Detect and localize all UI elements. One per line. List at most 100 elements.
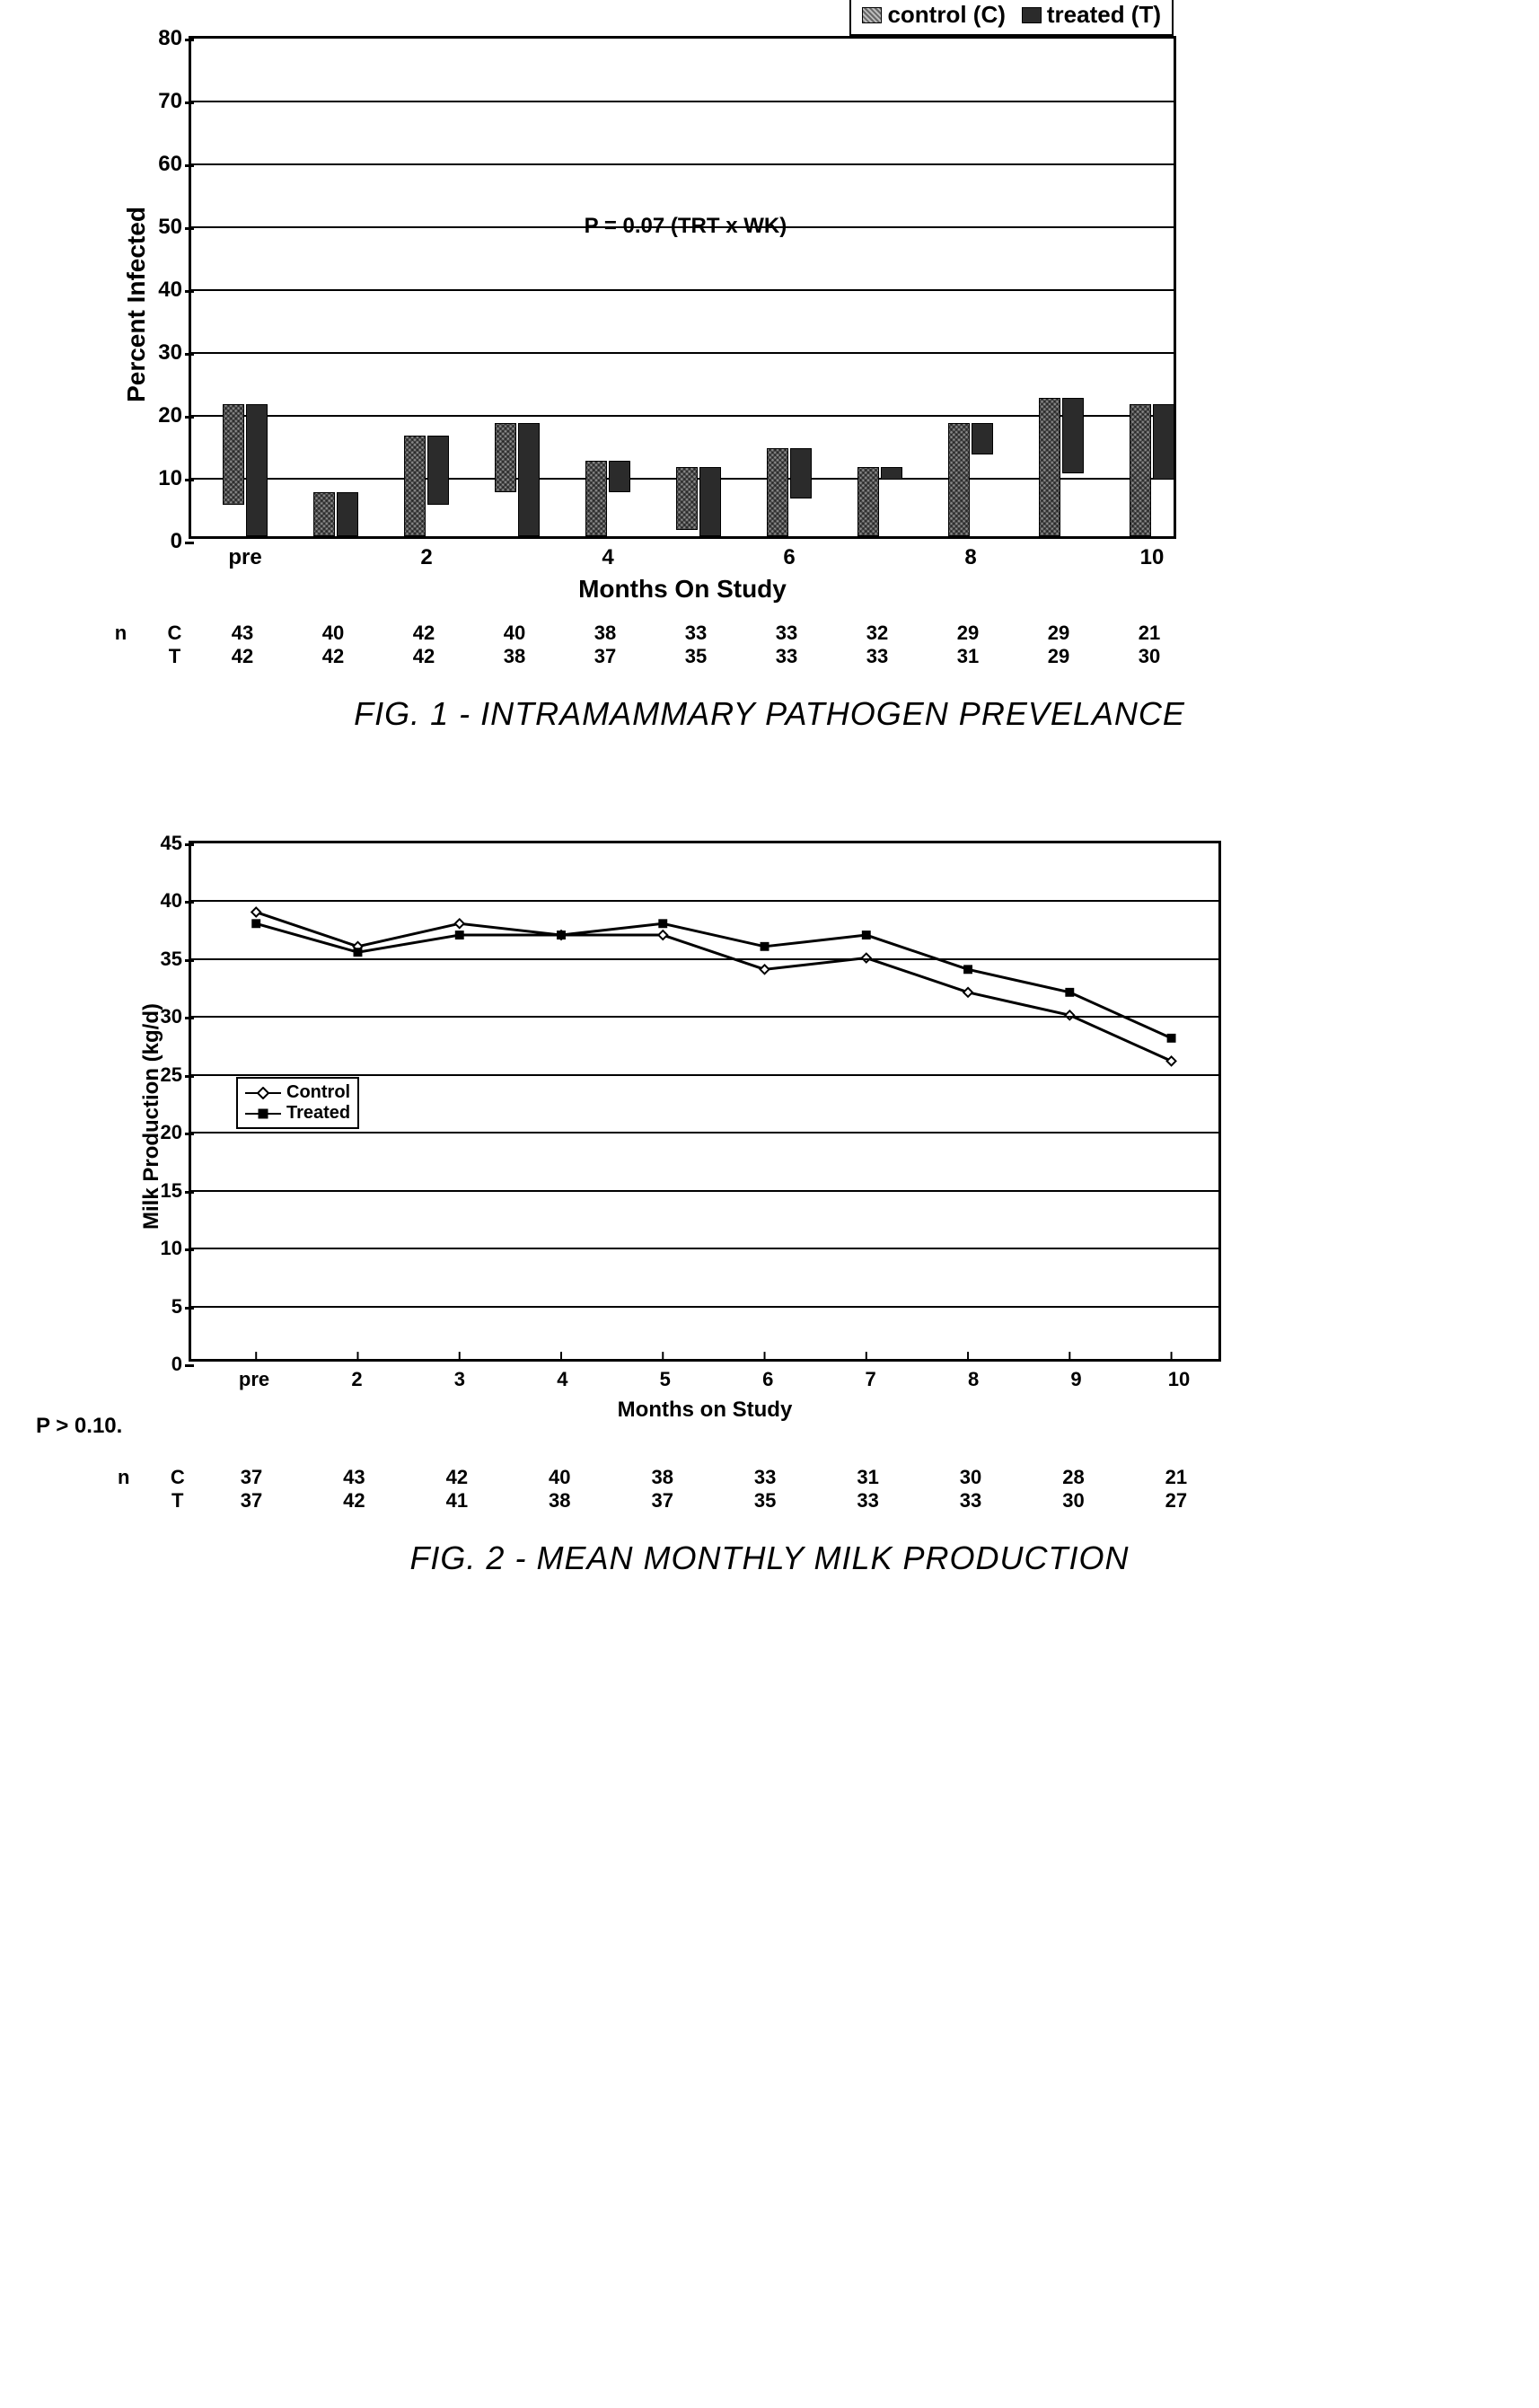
fig2-n-cell: T <box>155 1489 200 1513</box>
fig1-xtick-label: 6 <box>783 536 795 570</box>
fig1-bar-treated <box>337 492 358 536</box>
fig2-xtick-label: 8 <box>968 1359 979 1391</box>
fig2-ytick: 45 <box>161 832 191 855</box>
fig1-bar-treated <box>1153 404 1174 480</box>
fig2-n-cell: 37 <box>200 1466 303 1489</box>
fig2-n-cell: 27 <box>1125 1489 1227 1513</box>
fig2-ytick: 0 <box>171 1353 191 1376</box>
fig2-n-cell: 42 <box>406 1466 508 1489</box>
fig1-n-cell: 29 <box>1014 622 1104 645</box>
fig1-legend-label-treated: treated (T) <box>1047 1 1161 29</box>
fig1-bar-control <box>495 423 516 492</box>
fig2-xtick-label: 5 <box>660 1359 671 1391</box>
fig2-n-cell: 43 <box>303 1466 405 1489</box>
figure-1: Percent Infected control (C) treated (T) <box>27 36 1512 733</box>
fig1-ytick: 80 <box>158 26 191 51</box>
fig1-n-cell: 35 <box>651 645 742 668</box>
fig1-n-cell: 33 <box>742 622 832 645</box>
fig1-caption: FIG. 1 - INTRAMAMMARY PATHOGEN PREVELANC… <box>27 695 1512 733</box>
fig2-n-table: nC37434240383331302821T37424138373533333… <box>92 1466 1512 1513</box>
fig1-bar-treated <box>1062 398 1084 473</box>
fig1-n-cell: 42 <box>198 645 288 668</box>
fig1-ytick: 20 <box>158 403 191 428</box>
fig2-n-cell: 37 <box>200 1489 303 1513</box>
fig1-n-cell: C <box>153 622 198 645</box>
fig2-ytick: 5 <box>171 1295 191 1319</box>
fig1-n-cell: 38 <box>560 622 651 645</box>
fig2-ytick: 25 <box>161 1063 191 1087</box>
fig2-n-cell: 31 <box>816 1466 919 1489</box>
fig2-legend-label-treated: Treated <box>286 1103 350 1124</box>
fig2-xtick-label: 3 <box>454 1359 465 1391</box>
fig2-n-cell: n <box>92 1466 155 1489</box>
fig1-xtick-label: 10 <box>1140 536 1165 570</box>
fig2-caption: FIG. 2 - MEAN MONTHLY MILK PRODUCTION <box>27 1539 1512 1577</box>
fig1-n-table: nC4340424038333332292921T424242383735333… <box>90 622 1513 668</box>
fig1-bar-treated <box>881 467 902 480</box>
fig2-ytick: 15 <box>161 1179 191 1203</box>
fig1-bar-treated <box>790 448 812 498</box>
fig1-n-cell: 32 <box>832 622 923 645</box>
fig2-legend-item-treated: Treated <box>245 1103 350 1124</box>
fig1-bar-treated <box>427 436 449 505</box>
fig1-legend-label-control: control (C) <box>887 1 1005 29</box>
fig1-ytick: 40 <box>158 278 191 303</box>
fig2-xtick-label: 6 <box>762 1359 773 1391</box>
fig2-ytick: 30 <box>161 1005 191 1028</box>
fig1-n-cell: 29 <box>1014 645 1104 668</box>
fig2-n-cell <box>92 1489 155 1513</box>
fig1-n-cell: 31 <box>923 645 1014 668</box>
fig1-bar-control <box>948 423 970 536</box>
fig2-ytick: 35 <box>161 948 191 971</box>
fig1-gridline <box>191 289 1174 291</box>
fig2-xtick-label: 4 <box>557 1359 567 1391</box>
fig1-n-cell: 43 <box>198 622 288 645</box>
fig1-legend: control (C) treated (T) <box>849 0 1174 36</box>
fig1-legend-item-treated: treated (T) <box>1022 1 1161 29</box>
fig1-gridline <box>191 352 1174 354</box>
fig2-gridline <box>191 1132 1218 1133</box>
fig2-n-cell: 38 <box>508 1489 611 1513</box>
fig2-legend-item-control: Control <box>245 1082 350 1103</box>
fig1-n-cell: 33 <box>742 645 832 668</box>
fig2-gridline <box>191 958 1218 960</box>
fig1-n-cell: 42 <box>288 645 379 668</box>
fig1-bar-control <box>313 492 335 536</box>
fig1-n-cell: 30 <box>1104 645 1195 668</box>
fig1-bar-treated <box>699 467 721 536</box>
fig2-ytick: 40 <box>161 889 191 913</box>
fig1-bar-control <box>223 404 244 505</box>
fig2-n-cell: 40 <box>508 1466 611 1489</box>
fig2-n-cell: 38 <box>611 1466 714 1489</box>
fig2-chart: Milk Production (kg/d) Control Treated 0… <box>189 841 1221 1362</box>
fig1-ytick: 60 <box>158 152 191 177</box>
fig1-gridline <box>191 163 1174 165</box>
fig2-n-cell: 35 <box>714 1489 816 1513</box>
fig2-n-cell: 37 <box>611 1489 714 1513</box>
fig2-n-cell: 33 <box>919 1489 1022 1513</box>
fig1-bar-group <box>495 423 540 536</box>
fig2-xtick-label: 10 <box>1168 1359 1190 1391</box>
fig1-n-cell: 33 <box>832 645 923 668</box>
fig1-gridline <box>191 101 1174 102</box>
fig1-bar-group <box>313 492 358 536</box>
fig1-y-axis-label: Percent Infected <box>122 207 151 402</box>
fig1-ytick: 70 <box>158 89 191 114</box>
fig1-bar-control <box>1039 398 1060 536</box>
fig1-bar-group <box>1130 404 1174 536</box>
fig1-p-value-annotation: P = 0.07 (TRT x WK) <box>585 214 787 239</box>
crosshatch-swatch-icon <box>862 7 882 23</box>
fig1-bar-group <box>404 436 449 536</box>
fig2-ytick: 20 <box>161 1121 191 1144</box>
fig1-xtick-label: 2 <box>420 536 432 570</box>
fig1-n-cell: 29 <box>923 622 1014 645</box>
fig1-bar-treated <box>518 423 540 536</box>
fig2-legend: Control Treated <box>236 1077 359 1129</box>
diamond-marker-icon <box>245 1087 281 1099</box>
fig1-n-cell: 37 <box>560 645 651 668</box>
fig1-n-cell: 40 <box>288 622 379 645</box>
fig1-n-cell: 33 <box>651 622 742 645</box>
fig1-plot-area <box>191 39 1174 536</box>
fig2-gridline <box>191 1190 1218 1192</box>
fig1-n-cell <box>90 645 153 668</box>
